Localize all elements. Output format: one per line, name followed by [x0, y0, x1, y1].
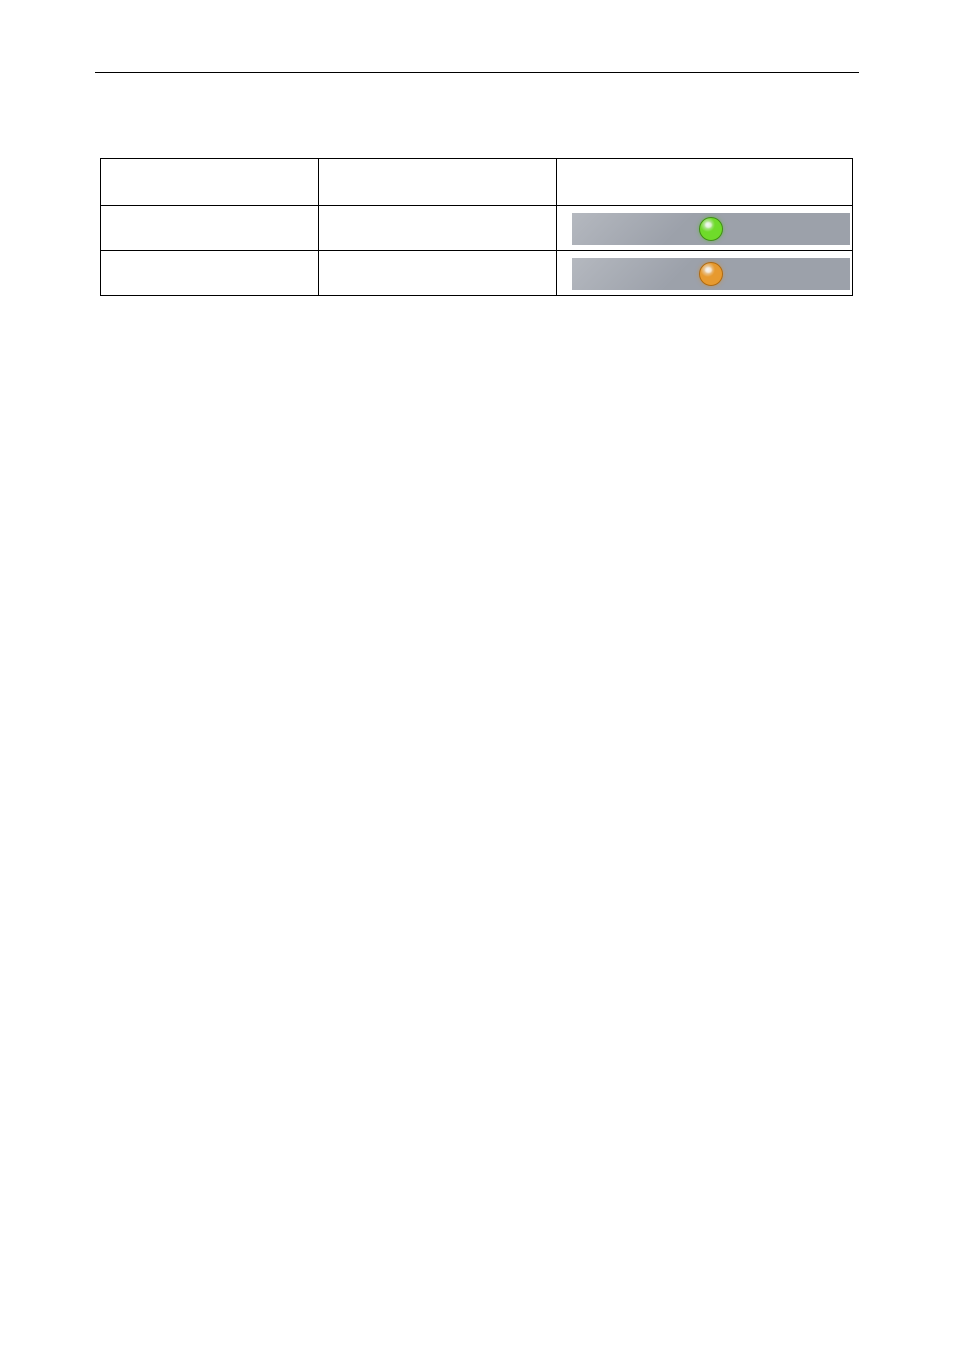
table-row — [101, 206, 853, 251]
table-header-cell — [319, 159, 557, 206]
led-cell — [557, 206, 853, 251]
table-cell — [101, 206, 319, 251]
led-dot-green — [699, 217, 723, 241]
led-strip — [572, 213, 850, 245]
table-cell — [319, 251, 557, 296]
table-row — [101, 251, 853, 296]
led-dot-orange — [699, 262, 723, 286]
led-cell — [557, 251, 853, 296]
table-cell — [319, 206, 557, 251]
page — [0, 0, 954, 1350]
table-header-cell — [557, 159, 853, 206]
table-header-row — [101, 159, 853, 206]
horizontal-rule — [95, 72, 859, 73]
led-strip — [572, 258, 850, 290]
status-table — [100, 158, 853, 296]
table-header-cell — [101, 159, 319, 206]
table-cell — [101, 251, 319, 296]
